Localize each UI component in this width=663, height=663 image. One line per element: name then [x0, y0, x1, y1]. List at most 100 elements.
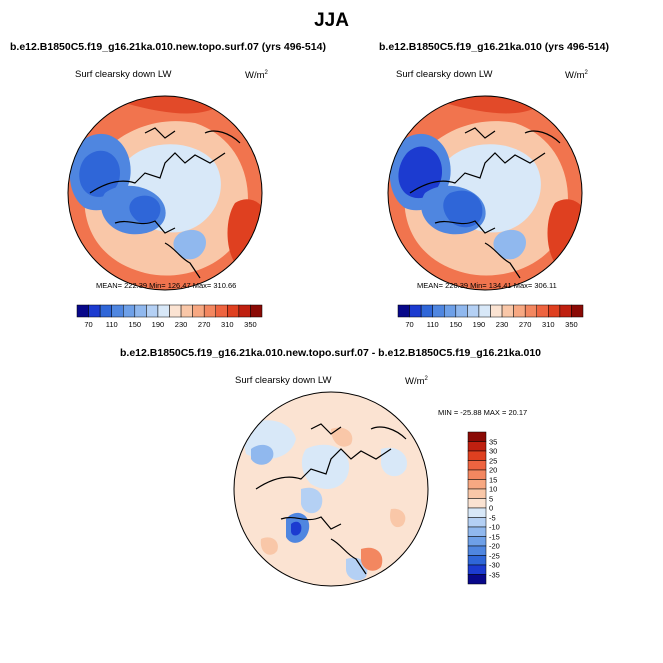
colorbar-tick-label: 70 — [405, 320, 414, 329]
colorbar-tick-label: -35 — [489, 570, 500, 579]
colorbar-tick-label: -15 — [489, 532, 500, 541]
panel1-units: W/m2 — [245, 70, 268, 82]
colorbar-tick-label: 190 — [151, 320, 165, 329]
panel1-field-cold-core — [79, 150, 120, 197]
panel3-stats: MIN = -25.88 MAX = 20.17 — [438, 408, 528, 417]
colorbar-swatch — [467, 460, 487, 471]
panel1-map-border — [67, 95, 263, 291]
panel2-colorbar — [397, 304, 584, 318]
panel1-colorbar — [76, 304, 263, 318]
colorbar-swatch — [467, 564, 487, 575]
figure-title: JJA — [314, 10, 349, 31]
panel3-field-pale-blue-3 — [301, 487, 323, 514]
colorbar-tick-label: -30 — [489, 560, 500, 570]
colorbar-swatch — [467, 545, 487, 556]
panel3-field-blue-1 — [251, 444, 274, 465]
colorbar-tick-label: 70 — [84, 320, 93, 329]
panel1-field-hot-east — [227, 199, 262, 269]
colorbar-swatch — [513, 304, 526, 318]
colorbar-swatch — [250, 304, 263, 318]
colorbar-swatch — [490, 304, 503, 318]
colorbar-tick-label: 110 — [105, 320, 118, 329]
colorbar-swatch — [88, 304, 101, 318]
colorbar-tick-label: 110 — [426, 320, 439, 329]
panel2-variable-label: Surf clearsky down LW — [396, 69, 493, 80]
colorbar-tick-label: 0 — [489, 503, 494, 513]
colorbar-swatch — [146, 304, 159, 318]
panel3-variable-label: Surf clearsky down LW — [235, 375, 332, 386]
colorbar-swatch — [123, 304, 136, 318]
colorbar-swatch — [409, 304, 422, 318]
panel3-colorbar-ticks: 35 30 25 20 15 10 5 0 -5 -10 -15 -20 -25 -30 -35 — [489, 432, 519, 584]
colorbar-tick-label: 35 — [489, 437, 498, 446]
panel1-variable-label: Surf clearsky down LW — [75, 69, 172, 80]
panel1-coastlines — [89, 127, 241, 279]
colorbar-swatch — [99, 304, 112, 318]
panel2-field-hot-east — [547, 199, 582, 269]
colorbar-swatch — [76, 304, 89, 318]
colorbar-tick-label: -20 — [489, 541, 500, 551]
panel3-title: b.e12.B1850C5.f19_g16.21ka.010.new.topo.… — [120, 347, 542, 359]
panel1-title: b.e12.B1850C5.f19_g16.21ka.010.new.topo.… — [10, 41, 326, 53]
panel3-map-border — [233, 391, 429, 587]
colorbar-tick-label: 30 — [489, 446, 498, 456]
colorbar-tick-label: 310 — [542, 320, 555, 329]
colorbar-tick-label: 150 — [449, 320, 463, 329]
colorbar-swatch — [203, 304, 216, 318]
colorbar-tick-label: 230 — [174, 320, 188, 329]
panel1-stats: MEAN= 222.39 Min= 126.47 Max= 310.66 — [96, 281, 237, 290]
colorbar-tick-label: 190 — [472, 320, 486, 329]
colorbar-swatch — [467, 574, 487, 585]
panel1-field-cold-sheet2 — [129, 195, 161, 224]
colorbar-tick-label: 270 — [518, 320, 532, 329]
panel3-field-pale-blue-5 — [381, 447, 407, 477]
panel3-field-warm-3 — [260, 537, 278, 555]
colorbar-swatch — [192, 304, 205, 318]
colorbar-swatch — [467, 526, 487, 537]
colorbar-tick-label: 10 — [489, 484, 498, 494]
colorbar-swatch — [548, 304, 561, 318]
panel3-field-warm-1 — [331, 427, 353, 447]
colorbar-swatch — [559, 304, 572, 318]
colorbar-tick-label: -10 — [489, 522, 500, 532]
colorbar-swatch — [467, 431, 487, 442]
colorbar-tick-label: 25 — [489, 456, 498, 465]
colorbar-swatch — [478, 304, 491, 318]
panel1-colorbar-ticks: 70 110 150 190 230 270 310 350 — [77, 320, 262, 330]
panel3-field-blue-3 — [291, 521, 302, 536]
panel3-field-pale-blue-2 — [301, 444, 350, 489]
colorbar-swatch — [455, 304, 468, 318]
panel3-colorbar — [467, 431, 487, 585]
colorbar-swatch — [111, 304, 124, 318]
panel2-field-cold-sheet2 — [443, 190, 483, 228]
colorbar-swatch — [467, 479, 487, 490]
panel2-map — [387, 95, 583, 291]
colorbar-swatch — [397, 304, 410, 318]
colorbar-swatch — [536, 304, 549, 318]
colorbar-swatch — [420, 304, 433, 318]
colorbar-tick-label: 230 — [495, 320, 509, 329]
panel1-field-scandinavia — [173, 229, 206, 260]
colorbar-swatch — [467, 536, 487, 547]
colorbar-tick-label: 15 — [489, 475, 498, 484]
panel3-field-warm-4 — [390, 508, 406, 528]
panel3-map — [233, 391, 429, 587]
colorbar-swatch — [467, 304, 480, 318]
colorbar-swatch — [467, 517, 487, 528]
colorbar-tick-label: 270 — [197, 320, 211, 329]
colorbar-tick-label: -5 — [489, 513, 496, 522]
colorbar-swatch — [227, 304, 240, 318]
colorbar-tick-label: 150 — [128, 320, 142, 329]
panel2-field-cold-core — [398, 146, 443, 199]
colorbar-tick-label: 350 — [244, 320, 257, 329]
colorbar-tick-label: 20 — [489, 465, 498, 475]
panel2-coastlines — [409, 127, 561, 279]
colorbar-tick-label: 5 — [489, 494, 494, 503]
panel2-map-border — [387, 95, 583, 291]
colorbar-swatch — [432, 304, 445, 318]
colorbar-swatch — [467, 488, 487, 499]
colorbar-swatch — [215, 304, 228, 318]
colorbar-tick-label: 350 — [565, 320, 578, 329]
colorbar-swatch — [571, 304, 584, 318]
colorbar-tick-label: 310 — [221, 320, 234, 329]
